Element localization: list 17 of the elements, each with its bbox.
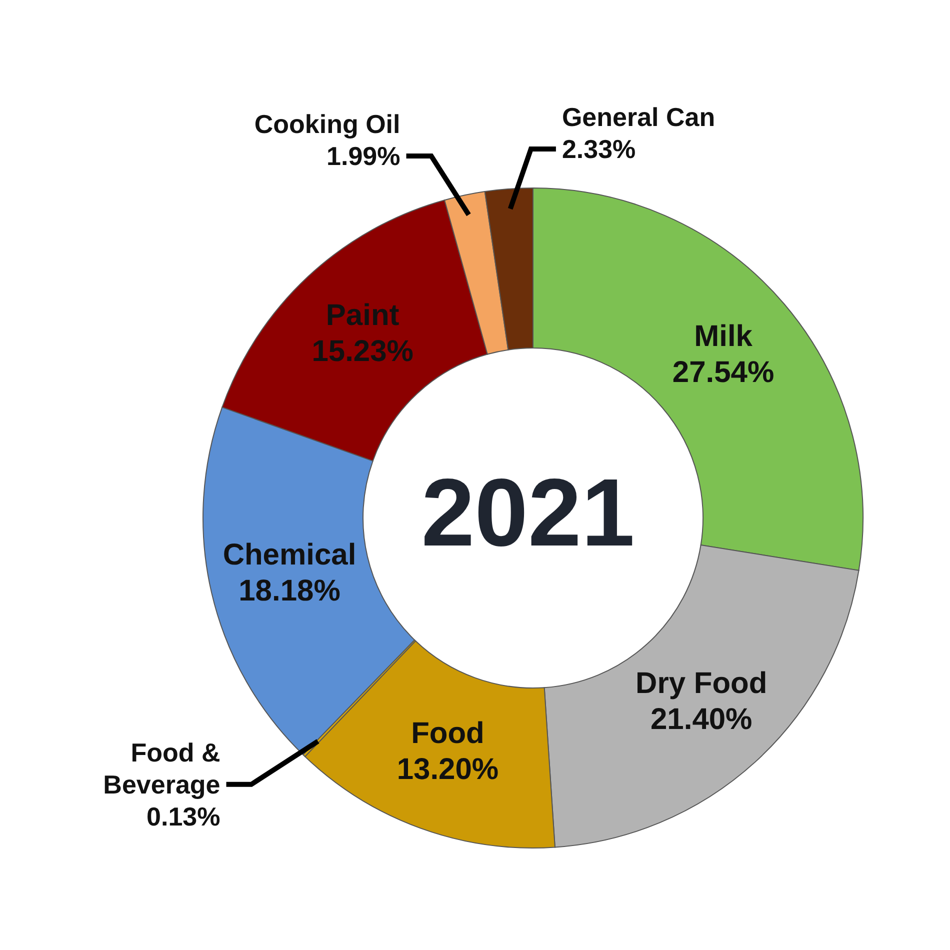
slice-label: Chemical	[222, 538, 356, 572]
slice-label: Cooking Oil	[254, 109, 400, 140]
text: 2021	[421, 460, 635, 566]
data-label: 27.54%	[672, 356, 774, 389]
slice-label: General Can	[562, 102, 716, 132]
data-label: 13.20%	[396, 753, 499, 786]
data-label: 1.99%	[326, 141, 400, 172]
data-label: 21.40%	[650, 702, 752, 736]
slice-label: Food & Beverage	[103, 737, 220, 800]
slice-label: Food	[411, 717, 484, 750]
data-label: 18.18%	[238, 574, 340, 608]
slice-label: Dry Food	[636, 666, 768, 700]
data-label: 15.23%	[312, 335, 414, 368]
slice-label: Paint	[326, 299, 400, 332]
data-label: 2.33%	[562, 134, 636, 164]
slice-label: Milk	[694, 320, 753, 353]
data-label: 0.13%	[146, 801, 220, 832]
